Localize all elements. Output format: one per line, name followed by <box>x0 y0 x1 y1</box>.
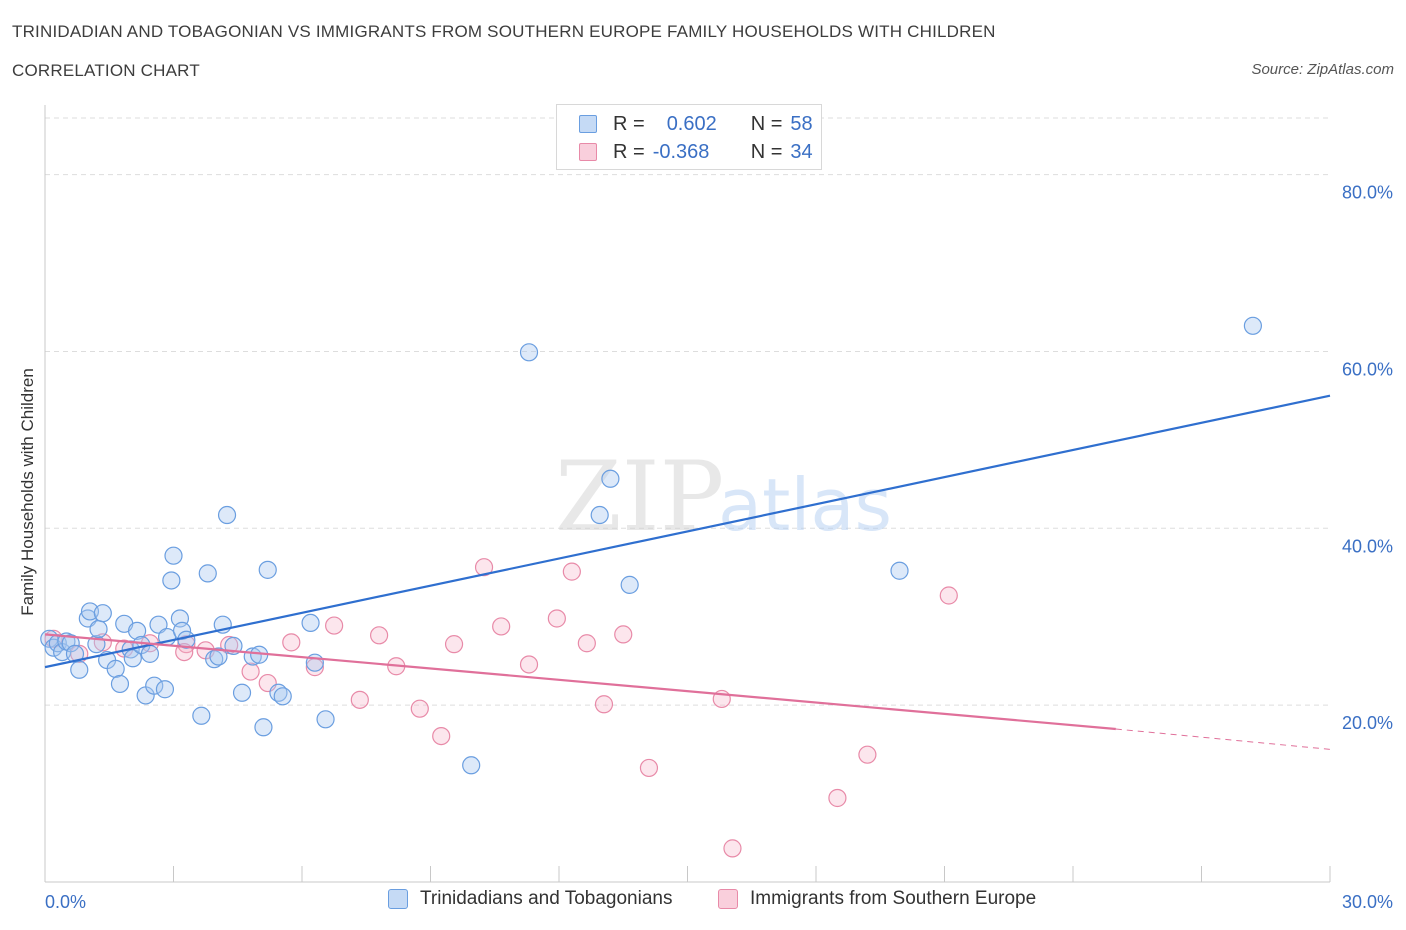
chart-subtitle: CORRELATION CHART <box>12 61 200 80</box>
data-point-blue <box>258 560 277 579</box>
data-point-pink <box>444 635 464 654</box>
data-point-pink <box>325 616 344 635</box>
trend-line-pink-extension <box>1115 728 1331 750</box>
watermark: ZIP atlas <box>555 441 892 553</box>
data-point-blue <box>140 644 160 663</box>
series-immigrants-southern-europe <box>44 558 958 858</box>
y-tick-label: 60.0% <box>1342 359 1393 379</box>
legend-n-label: N = <box>750 140 783 163</box>
data-point-pink <box>828 788 847 808</box>
data-point-blue <box>620 575 639 594</box>
series-legend: Trinidadians and Tobagonians Immigrants … <box>0 888 1406 916</box>
data-point-pink <box>370 626 389 645</box>
watermark-zip: ZIP <box>555 441 724 553</box>
legend-n-value: 58 <box>790 112 813 135</box>
trend-line-pink <box>44 633 1116 731</box>
data-point-blue <box>192 706 211 725</box>
data-point-blue <box>601 469 620 488</box>
data-point-blue <box>89 620 108 639</box>
data-point-blue <box>462 756 481 775</box>
legend-swatch-blue <box>579 115 597 133</box>
legend-r-label: R = <box>613 140 645 163</box>
legend-row-series1: R = 0.602 N = 58 <box>579 111 813 137</box>
data-point-blue <box>316 710 335 729</box>
data-point-pink <box>939 586 958 605</box>
data-point-pink <box>577 634 596 653</box>
chart-title: TRINIDADIAN AND TOBAGONIAN VS IMMIGRANTS… <box>12 22 996 41</box>
legend-item-trinidadians: Trinidadians and Tobagonians <box>388 888 672 910</box>
data-point-blue <box>70 660 89 679</box>
data-point-blue <box>519 343 539 362</box>
data-point-blue <box>273 687 292 706</box>
data-point-blue <box>254 718 273 737</box>
data-point-pink <box>594 695 614 714</box>
data-point-blue <box>93 604 112 623</box>
legend-r-label: R = <box>613 112 645 135</box>
data-point-pink <box>519 655 539 674</box>
legend-swatch-pink <box>718 889 738 909</box>
data-point-pink <box>282 633 301 652</box>
data-point-blue <box>590 505 609 525</box>
legend-item-southern-europe: Immigrants from Southern Europe <box>718 888 1036 910</box>
legend-n-label: N = <box>750 112 783 135</box>
data-point-pink <box>432 726 451 746</box>
legend-r-value: -0.368 <box>652 140 710 163</box>
axes <box>44 105 1331 883</box>
data-point-pink <box>350 690 369 709</box>
y-tick-label: 80.0% <box>1342 183 1393 203</box>
data-point-blue <box>1243 316 1263 335</box>
data-point-pink <box>858 745 877 764</box>
trend-line-blue <box>44 394 1331 669</box>
series-trinidadians-tobagonians <box>40 316 1263 775</box>
y-tick-label: 40.0% <box>1342 536 1393 556</box>
data-point-blue <box>61 634 80 653</box>
data-point-blue <box>164 546 183 565</box>
data-point-blue <box>162 571 181 590</box>
legend-swatch-pink <box>579 143 597 161</box>
data-point-blue <box>127 621 147 640</box>
data-point-pink <box>547 609 566 628</box>
correlation-legend: R = 0.602 N = 58 R = -0.368 N = 34 <box>556 104 822 170</box>
source-label: Source: ZipAtlas.com <box>1251 61 1394 78</box>
data-point-blue <box>232 683 252 702</box>
y-tick-label: 20.0% <box>1342 713 1393 733</box>
legend-label: Trinidadians and Tobagonians <box>420 888 673 909</box>
data-point-blue <box>209 647 228 666</box>
data-point-pink <box>474 558 494 577</box>
legend-r-value: 0.602 <box>666 112 717 135</box>
data-point-pink <box>562 562 581 581</box>
legend-label: Immigrants from Southern Europe <box>750 888 1037 909</box>
data-point-pink <box>723 839 742 858</box>
data-point-blue <box>155 680 175 699</box>
legend-row-series2: R = -0.368 N = 34 <box>579 139 813 165</box>
y-axis-label: Family Households with Children <box>18 368 37 616</box>
data-point-blue <box>301 613 320 633</box>
legend-n-value: 34 <box>790 140 813 163</box>
watermark-atlas: atlas <box>718 463 892 547</box>
data-point-pink <box>639 758 659 778</box>
x-tick-label-min: 0.0% <box>45 892 86 912</box>
tick-labels: 20.0% 40.0% 60.0% 80.0% 0.0% 30.0% <box>45 183 1393 912</box>
legend-swatch-blue <box>388 889 408 909</box>
data-point-blue <box>217 505 237 525</box>
data-point-pink <box>492 617 511 636</box>
data-point-blue <box>149 615 168 634</box>
data-point-blue <box>145 676 164 695</box>
x-tick-label-max: 30.0% <box>1342 892 1393 912</box>
grid-lines <box>45 117 1330 706</box>
data-point-blue <box>123 649 142 668</box>
data-point-pink <box>410 699 429 718</box>
data-point-blue <box>110 674 130 694</box>
trend-lines <box>44 394 1331 750</box>
data-point-blue <box>106 659 125 678</box>
data-point-blue <box>890 561 909 580</box>
data-point-blue <box>172 621 192 640</box>
data-point-pink <box>614 625 633 644</box>
data-point-blue <box>198 564 217 583</box>
data-point-pink <box>241 662 260 681</box>
